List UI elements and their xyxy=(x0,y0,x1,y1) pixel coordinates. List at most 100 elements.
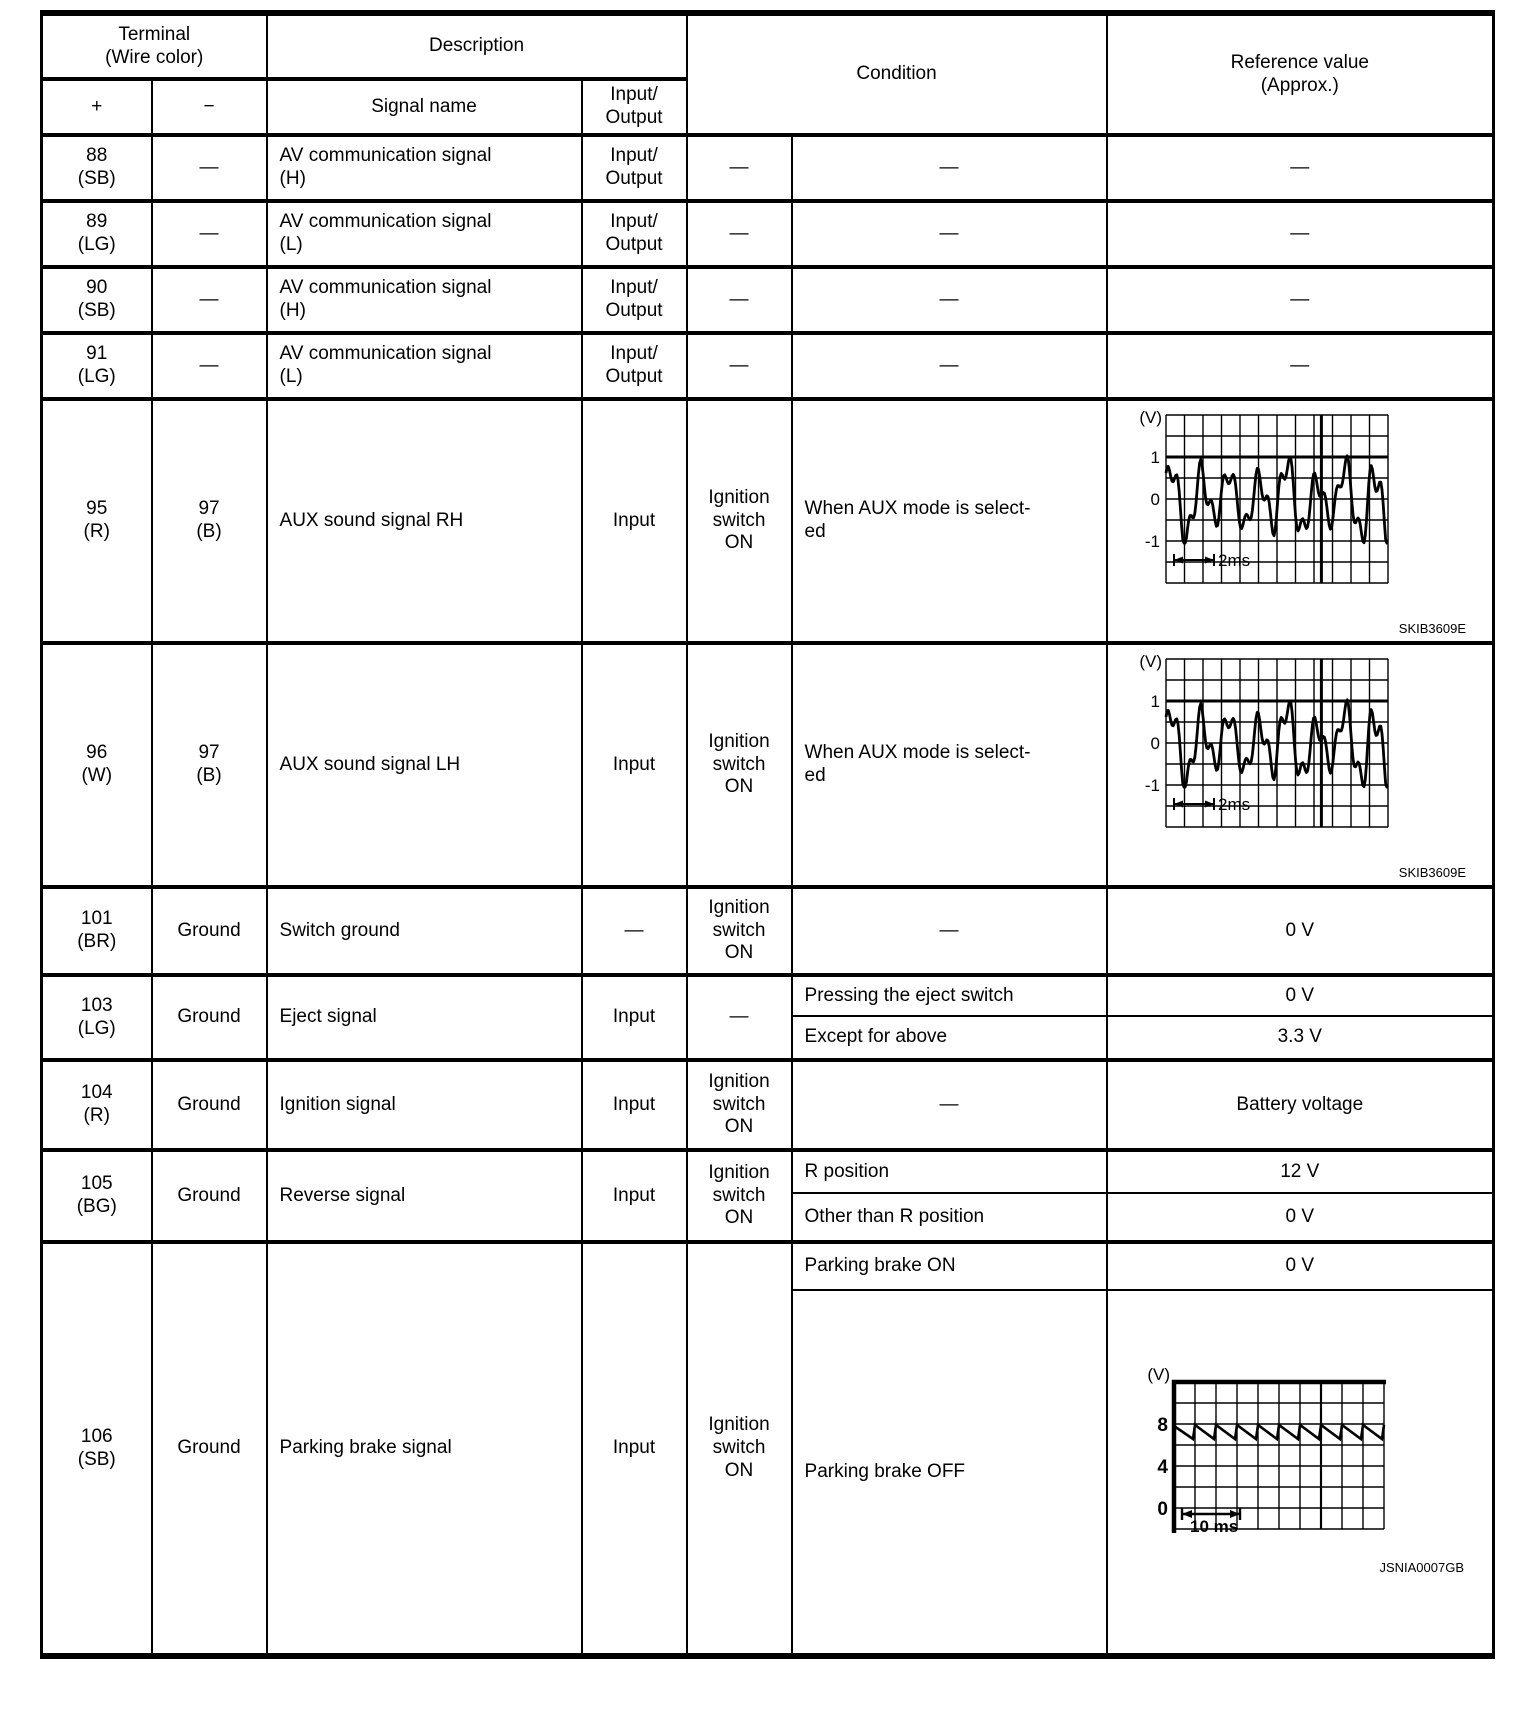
waveform-ytick: -1 xyxy=(1145,776,1160,795)
terminal-minus-cell: 97 (B) xyxy=(150,397,268,644)
terminal-plus-cell: 106 (SB) xyxy=(40,1240,153,1657)
terminal-plus-cell: 96 (W) xyxy=(40,641,153,888)
reference-value-cell: — xyxy=(1105,331,1495,400)
header-minus: − xyxy=(150,77,268,136)
row-101: 101 (BR) Ground Switch ground — Ignition… xyxy=(40,885,1495,976)
signal-name-cell: AV communication signal (H) xyxy=(265,133,583,202)
condition-detail-cell: Other than R position xyxy=(790,1192,1108,1243)
condition-detail-cell: Parking brake ON xyxy=(790,1240,1108,1291)
row-90: 90 (SB) — AV communication signal (H) In… xyxy=(40,265,1495,334)
input-output-cell: Input/ Output xyxy=(580,199,688,268)
condition-detail-cell: — xyxy=(790,133,1108,202)
time-scale-arrow xyxy=(1172,798,1215,810)
signal-name-cell: AV communication signal (L) xyxy=(265,199,583,268)
signal-name-cell: Parking brake signal xyxy=(265,1240,583,1657)
signal-name-cell: Switch ground xyxy=(265,885,583,976)
row-91: 91 (LG) — AV communication signal (L) In… xyxy=(40,331,1495,400)
condition-detail-cell: — xyxy=(790,1058,1108,1151)
terminal-plus-cell: 105 (BG) xyxy=(40,1148,153,1243)
input-output-cell: Input xyxy=(580,641,688,888)
waveform-unit-label: (V) xyxy=(1139,408,1162,427)
reference-value-cell: (V) 8 4 0 10 ms JSNIA0007GB xyxy=(1105,1289,1495,1657)
condition-switch-cell: Ignition switch ON xyxy=(685,1058,793,1151)
condition-switch-cell: — xyxy=(685,199,793,268)
condition-detail-cell: — xyxy=(790,885,1108,976)
terminal-minus-cell: Ground xyxy=(150,1240,268,1657)
signal-name-cell: Reverse signal xyxy=(265,1148,583,1243)
time-scale-arrow xyxy=(1180,1508,1241,1520)
condition-switch-cell: Ignition switch ON xyxy=(685,1148,793,1243)
header-row-2: + − Signal name Input/ Output xyxy=(40,77,1494,136)
reference-value-cell: (V) 1 0 -1 2ms SKIB3609E xyxy=(1105,397,1495,644)
terminal-minus-cell: 97 (B) xyxy=(150,641,268,888)
signal-name-cell: AUX sound signal LH xyxy=(265,641,583,888)
manual-page: Terminal (Wire color) Description Condit… xyxy=(40,10,1496,1659)
waveform-ytick: -1 xyxy=(1145,532,1160,551)
row-106-sub: Parking brake OFF (V) 8 4 0 10 ms JSNIA0… xyxy=(42,1289,1495,1657)
row-95: 95 (R) 97 (B) AUX sound signal RH Input … xyxy=(40,397,1495,644)
signal-name-cell: Ignition signal xyxy=(265,1058,583,1151)
waveform-time-label: 2ms xyxy=(1218,795,1250,814)
waveform-time-label: 2ms xyxy=(1218,551,1250,570)
reference-value-cell: (V) 1 0 -1 2ms SKIB3609E xyxy=(1105,641,1495,888)
condition-detail-cell: When AUX mode is select- ed xyxy=(790,397,1108,644)
terminal-plus-cell: 101 (BR) xyxy=(40,885,153,976)
waveform-ytick: 8 xyxy=(1157,1415,1168,1436)
condition-detail-cell: Except for above xyxy=(790,1015,1108,1061)
condition-switch-cell: — xyxy=(685,973,793,1061)
aux-sound-waveform-figure: (V) 1 0 -1 2ms SKIB3609E xyxy=(1139,408,1466,636)
terminal-plus-cell: 104 (R) xyxy=(40,1058,153,1151)
waveform-caption: SKIB3609E xyxy=(1399,865,1467,880)
row-106: 106 (SB) Ground Parking brake signal Inp… xyxy=(40,1240,1495,1657)
aux-sound-waveform-figure: (V) 1 0 -1 2ms SKIB3609E xyxy=(1139,652,1467,880)
row-105: 105 (BG) Ground Reverse signal Input Ign… xyxy=(40,1148,1495,1243)
reference-value-cell: — xyxy=(1105,133,1495,202)
waveform-ytick: 0 xyxy=(1150,490,1159,509)
input-output-cell: Input xyxy=(580,397,688,644)
waveform-unit-label: (V) xyxy=(1139,652,1162,671)
waveform-ytick: 4 xyxy=(1157,1457,1168,1478)
signal-name-cell: AV communication signal (L) xyxy=(265,331,583,400)
condition-detail-cell: Parking brake OFF xyxy=(790,1289,1108,1657)
reference-value-cell: 0 V xyxy=(1105,1240,1495,1291)
reference-value-cell: Battery voltage xyxy=(1105,1058,1495,1151)
input-output-cell: Input xyxy=(580,973,688,1061)
header-condition: Condition xyxy=(685,12,1108,136)
signal-name-cell: Eject signal xyxy=(265,973,583,1061)
condition-detail-cell: Pressing the eject switch xyxy=(790,973,1108,1017)
terminal-minus-cell: Ground xyxy=(150,885,268,976)
terminal-minus-cell: Ground xyxy=(150,1058,268,1151)
input-output-cell: Input/ Output xyxy=(580,265,688,334)
terminal-plus-cell: 91 (LG) xyxy=(40,331,153,400)
terminal-minus-cell: Ground xyxy=(150,1148,268,1243)
reference-value-cell: 12 V xyxy=(1105,1148,1495,1194)
condition-switch-cell: Ignition switch ON xyxy=(685,1240,793,1657)
condition-switch-cell: — xyxy=(685,265,793,334)
input-output-cell: Input/ Output xyxy=(580,331,688,400)
waveform-ytick: 0 xyxy=(1157,1499,1168,1520)
time-scale-arrow xyxy=(1172,554,1215,566)
header-description: Description xyxy=(265,12,688,80)
waveform-caption: JSNIA0007GB xyxy=(1379,1560,1464,1575)
header-signal-name: Signal name xyxy=(265,77,583,136)
row-88: 88 (SB) — AV communication signal (H) In… xyxy=(40,133,1495,202)
reference-value-cell: — xyxy=(1105,199,1495,268)
condition-detail-cell: When AUX mode is select- ed xyxy=(790,641,1108,888)
row-105-sub: Other than R position 0 V xyxy=(42,1192,1495,1243)
header-input-output: Input/ Output xyxy=(580,77,688,136)
input-output-cell: Input xyxy=(580,1240,688,1657)
condition-switch-cell: — xyxy=(685,331,793,400)
terminal-minus-cell: Ground xyxy=(150,973,268,1061)
input-output-cell: Input xyxy=(580,1148,688,1243)
row-103-sub: Except for above 3.3 V xyxy=(42,1015,1495,1061)
condition-detail-cell: — xyxy=(790,199,1108,268)
terminal-minus-cell: — xyxy=(150,331,268,400)
reference-value-cell: 3.3 V xyxy=(1105,1015,1495,1061)
terminal-minus-cell: — xyxy=(150,265,268,334)
input-output-cell: Input/ Output xyxy=(580,133,688,202)
row-89: 89 (LG) — AV communication signal (L) In… xyxy=(40,199,1495,268)
terminal-plus-cell: 88 (SB) xyxy=(40,133,153,202)
row-104: 104 (R) Ground Ignition signal Input Ign… xyxy=(40,1058,1495,1151)
input-output-cell: — xyxy=(580,885,688,976)
waveform-time-label: 10 ms xyxy=(1190,1517,1238,1536)
